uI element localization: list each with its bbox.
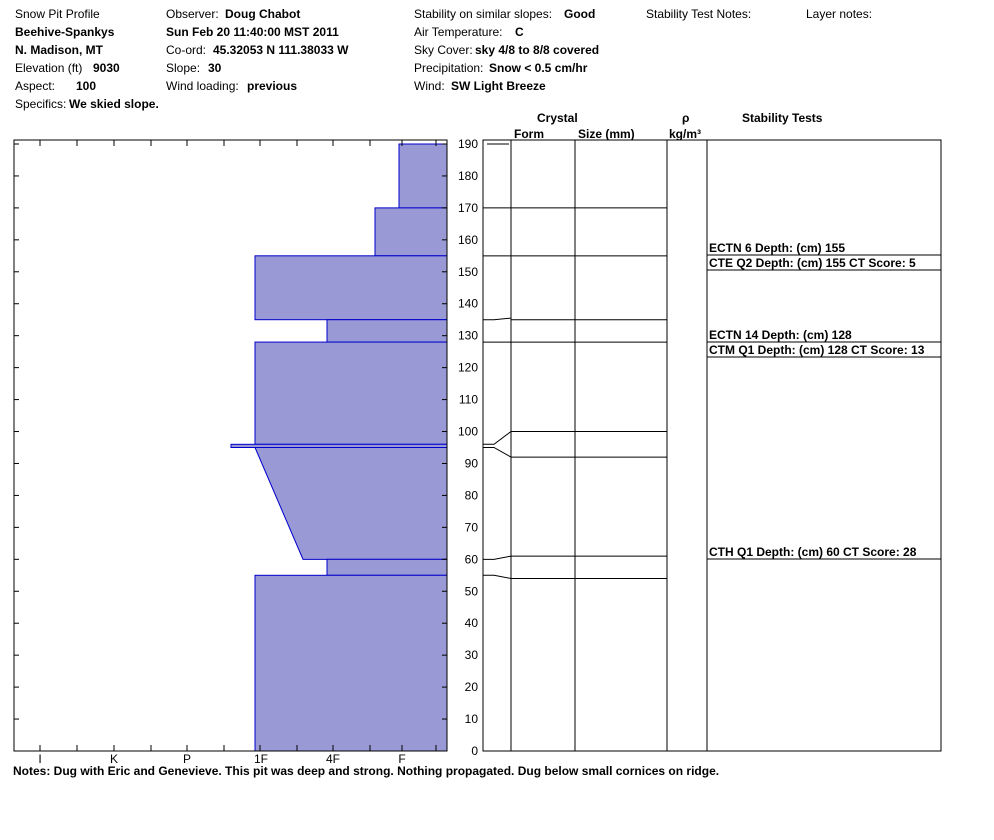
crystal-header: Crystal [537, 111, 578, 125]
air-temp-label: Air Temperature: [414, 25, 503, 39]
wind-loading-value: previous [247, 79, 298, 93]
stability-test-notes-label: Stability Test Notes: [646, 7, 752, 21]
air-temp-value: C [515, 25, 524, 39]
hardness-layer-2 [254, 255, 448, 321]
elevation-value: 9030 [93, 61, 120, 75]
depth-axis: 0 10 20 30 40 50 60 70 80 90 100 110 120 130 140 150 160… [14, 137, 509, 758]
depth-tick-label-50: 50 [465, 584, 479, 598]
stability-test-label-1: CTE Q2 Depth: (cm) 155 CT Score: 5 [709, 256, 916, 270]
size-header: Size (mm) [578, 127, 635, 141]
stability-test-label-3: CTM Q1 Depth: (cm) 128 CT Score: 13 [709, 343, 925, 357]
specifics-value: We skied slope. [69, 97, 159, 111]
hardness-layer-3 [326, 319, 448, 343]
form-header: Form [514, 127, 544, 141]
depth-tick-label-170: 170 [458, 201, 478, 215]
hardness-layer-6 [254, 447, 448, 560]
hardness-layer-8 [254, 574, 448, 752]
depth-tick-label-190: 190 [458, 137, 478, 151]
slope-value: 30 [208, 61, 222, 75]
hardness-tick-label-1F: 1F [254, 752, 268, 766]
specifics-label: Specifics: [15, 97, 67, 111]
depth-tick-label-60: 60 [465, 552, 479, 566]
stability-tests-header: Stability Tests [742, 111, 823, 125]
depth-tick-label-110: 110 [459, 393, 478, 407]
aspect-label: Aspect: [15, 79, 56, 93]
layer-connector-4 [483, 431, 512, 445]
sky-label: Sky Cover: [414, 43, 473, 57]
hardness-layer-4 [254, 341, 448, 445]
depth-tick-label-0: 0 [471, 744, 478, 758]
depth-tick-label-30: 30 [465, 648, 479, 662]
hardness-plot-frame [13, 139, 448, 752]
layer-connector-5 [483, 447, 512, 458]
hardness-tick-label-K: K [110, 752, 118, 766]
slope-label: Slope: [166, 61, 201, 75]
hardness-profile [230, 143, 448, 752]
stability-test-label-4: CTH Q1 Depth: (cm) 60 CT Score: 28 [709, 545, 917, 559]
depth-tick-label-160: 160 [458, 233, 478, 247]
coord-label: Co-ord: [166, 43, 207, 57]
depth-tick-label-130: 130 [458, 329, 478, 343]
hardness-layer-0 [398, 143, 448, 209]
aspect-value: 100 [76, 79, 97, 93]
stability-test-label-0: ECTN 6 Depth: (cm) 155 [709, 241, 845, 255]
layer-connector-7 [483, 574, 512, 579]
density-unit-header: kg/m³ [669, 127, 702, 141]
depth-tick-label-150: 150 [458, 265, 478, 279]
layer-connector-6 [483, 555, 512, 560]
layer-connector-2 [483, 317, 512, 321]
stability-value: Good [564, 7, 596, 21]
wind-label: Wind: [414, 79, 445, 93]
hardness-tick-label-4F: 4F [326, 752, 340, 766]
precip-value: Snow < 0.5 cm/hr [489, 61, 588, 75]
hardness-tick-label-F: F [398, 752, 405, 766]
depth-tick-label-20: 20 [465, 680, 479, 694]
region: N. Madison, MT [15, 43, 103, 57]
stability-label: Stability on similar slopes: [414, 7, 553, 21]
observer-label: Observer: [166, 7, 219, 21]
coord-value: 45.32053 N 111.38033 W [213, 43, 349, 57]
hardness-layer-1 [374, 207, 448, 257]
depth-tick-label-120: 120 [458, 361, 478, 375]
depth-tick-label-40: 40 [465, 616, 479, 630]
elevation-label: Elevation (ft) [15, 61, 83, 75]
rho-header: ρ [682, 111, 690, 125]
wind-value: SW Light Breeze [451, 79, 546, 93]
datetime: Sun Feb 20 11:40:00 MST 2011 [166, 25, 339, 39]
sky-value: sky 4/8 to 8/8 covered [475, 43, 600, 57]
location: Beehive-Spankys [15, 25, 115, 39]
layers-frame [482, 139, 942, 752]
depth-tick-label-10: 10 [465, 712, 479, 726]
layer-boundaries [483, 207, 667, 579]
depth-tick-label-80: 80 [465, 488, 479, 502]
depth-tick-label-100: 100 [458, 425, 478, 439]
depth-tick-label-70: 70 [465, 520, 479, 534]
wind-loading-label: Wind loading: [166, 79, 239, 93]
depth-tick-label-180: 180 [458, 169, 478, 183]
depth-tick-label-90: 90 [465, 456, 479, 470]
hardness-axis: I K P 1F 4F F [38, 140, 437, 766]
hardness-layer-7 [326, 558, 448, 576]
hardness-tick-label-I: I [38, 752, 41, 766]
pit-title: Snow Pit Profile [15, 7, 100, 21]
precip-label: Precipitation: [414, 61, 484, 75]
stability-test-label-2: ECTN 14 Depth: (cm) 128 [709, 328, 852, 342]
depth-tick-label-140: 140 [458, 297, 478, 311]
observer-value: Doug Chabot [225, 7, 301, 21]
layer-notes-label: Layer notes: [806, 7, 873, 21]
notes: Notes: Dug with Eric and Genevieve. This… [13, 764, 720, 778]
hardness-tick-label-P: P [183, 752, 191, 766]
